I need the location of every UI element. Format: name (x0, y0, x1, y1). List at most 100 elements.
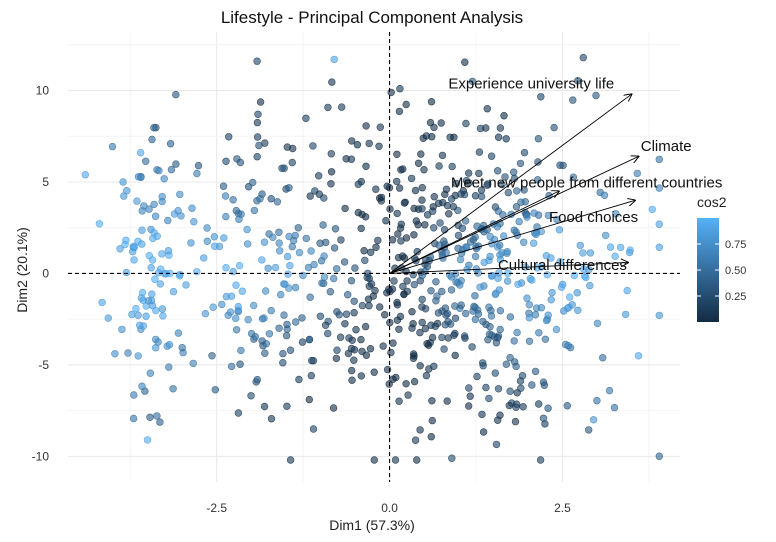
data-point (471, 192, 480, 200)
data-point (418, 184, 426, 192)
data-point (376, 303, 384, 311)
data-point (503, 277, 512, 285)
data-point (200, 254, 208, 262)
data-point (579, 249, 587, 257)
data-point (409, 350, 418, 358)
data-point (146, 413, 154, 421)
data-point (529, 239, 538, 247)
data-point (552, 325, 561, 334)
data-point (276, 247, 284, 255)
data-point (441, 304, 450, 312)
data-point (333, 308, 341, 316)
data-point (623, 286, 631, 295)
data-point (264, 264, 272, 272)
data-point (341, 320, 349, 328)
data-point (331, 225, 340, 233)
data-point (395, 397, 403, 405)
data-point (534, 158, 542, 166)
data-point (327, 168, 336, 176)
data-point (537, 304, 546, 312)
data-point (396, 84, 404, 93)
x-tick-label: 2.5 (554, 501, 571, 515)
data-point (487, 312, 496, 320)
data-point (372, 243, 380, 252)
data-point (393, 177, 401, 186)
data-point (116, 245, 124, 253)
data-point (466, 392, 474, 400)
data-point (330, 55, 338, 64)
data-point (236, 158, 245, 167)
data-point (564, 342, 572, 350)
data-point (153, 232, 161, 240)
data-point (462, 309, 470, 318)
data-point (142, 312, 150, 320)
data-point (569, 173, 578, 181)
data-point (496, 251, 504, 259)
data-point (332, 354, 341, 363)
data-point (389, 339, 397, 347)
data-point (605, 386, 614, 395)
data-point (557, 283, 566, 291)
data-point (523, 294, 531, 302)
data-point (273, 198, 282, 206)
data-point (400, 290, 408, 299)
data-point (496, 124, 505, 132)
data-point (510, 337, 518, 345)
data-point (144, 297, 153, 305)
data-point (286, 346, 295, 354)
data-point (136, 321, 144, 329)
data-point (511, 417, 520, 426)
data-point (461, 334, 469, 342)
data-point (261, 139, 269, 147)
data-point (258, 256, 266, 264)
data-point (358, 347, 366, 356)
data-point (81, 171, 90, 179)
data-point (397, 237, 405, 245)
data-point (226, 308, 235, 316)
data-point (412, 217, 420, 225)
data-point (655, 311, 663, 320)
data-point (606, 243, 615, 251)
data-point (309, 357, 318, 365)
data-point (458, 224, 467, 233)
data-point (426, 118, 435, 127)
data-point (512, 187, 521, 195)
data-point (142, 157, 150, 166)
data-point (315, 190, 323, 198)
data-point (433, 292, 441, 300)
data-point (121, 240, 129, 249)
y-axis-title: Dim2 (20.1%) (14, 227, 30, 313)
legend-colorbar (697, 218, 719, 322)
data-point (468, 343, 476, 351)
data-point (408, 308, 416, 316)
data-point (295, 375, 303, 384)
data-point (256, 98, 265, 106)
data-point (151, 275, 159, 283)
data-point (471, 252, 480, 261)
data-point (553, 215, 561, 224)
data-point (166, 140, 175, 148)
data-point (598, 354, 607, 362)
data-point (348, 366, 356, 375)
data-point (576, 241, 584, 250)
data-point (448, 162, 456, 171)
data-point (243, 240, 252, 248)
data-point (156, 418, 164, 426)
data-point (176, 190, 184, 199)
data-point (358, 301, 367, 310)
data-point (540, 381, 549, 389)
data-point (375, 194, 384, 202)
data-point (510, 226, 518, 234)
data-point (342, 310, 351, 318)
y-tick-label: 0 (42, 266, 49, 280)
variable-label: Food choices (549, 209, 638, 226)
data-point (601, 231, 610, 240)
data-point (238, 287, 247, 295)
data-point (517, 384, 525, 392)
data-point (621, 310, 630, 319)
data-point (517, 198, 525, 206)
data-point (294, 224, 302, 232)
data-point (172, 160, 180, 168)
data-point (118, 325, 126, 334)
data-point (410, 377, 419, 386)
